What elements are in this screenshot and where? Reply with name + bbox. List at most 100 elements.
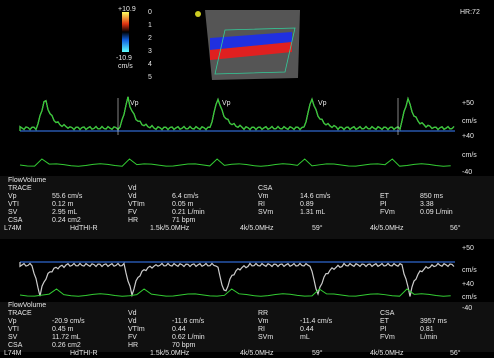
status-item: L74M	[4, 350, 22, 357]
depth-label: 0	[148, 9, 152, 16]
table-cell: 0.12 m	[52, 201, 74, 208]
colorbar-top: +10.9	[118, 6, 136, 13]
table-cell: 0.21 L/min	[172, 209, 205, 216]
scale-label: +40	[462, 281, 474, 288]
table-cell: HR	[128, 217, 138, 224]
table-cell: ET	[380, 318, 390, 325]
scale-label: cm/s	[462, 118, 477, 125]
table-cell: CSA	[8, 342, 23, 349]
depth-label: 2	[148, 35, 152, 42]
table-cell: -11.4 cm/s	[300, 318, 333, 325]
table-cell: mL	[300, 334, 310, 341]
table-cell: FVm	[380, 334, 395, 341]
table-title: FlowVolume	[8, 177, 46, 184]
table-cell: 3957 ms	[420, 318, 447, 325]
heart-rate: HR:72	[460, 9, 480, 16]
table-cell: Vd	[128, 310, 137, 317]
depth-label: 1	[148, 22, 152, 29]
status-item: 4k/5.0MHz	[240, 350, 274, 357]
status-item: 59°	[312, 349, 323, 357]
table-cell: SVm	[258, 209, 273, 216]
table-cell: 0.05 m	[172, 201, 194, 208]
status-item: L74M	[4, 225, 22, 232]
table-cell: 850 ms	[420, 193, 443, 200]
depth-label: 4	[148, 61, 152, 68]
table-cell: 0.26 cm2	[52, 342, 81, 349]
table-cell: RI	[258, 326, 265, 333]
table-cell: SV	[8, 209, 18, 216]
trace-marker: Vp	[130, 100, 139, 107]
table-cell: 6.4 cm/s	[172, 193, 199, 200]
table-cell: TRACE	[8, 310, 32, 317]
scale-label: +50	[462, 100, 474, 107]
table-cell: ET	[380, 193, 390, 200]
status-item: HdTHI-R	[70, 350, 98, 357]
status-item: 1.5k/5.0MHz	[150, 225, 190, 232]
table-cell: 0.89	[300, 201, 314, 208]
table-cell: 71 bpm	[172, 217, 196, 224]
table-cell: VTIm	[128, 326, 145, 333]
table-cell: Vd	[128, 185, 137, 192]
table-cell: FV	[128, 209, 137, 216]
scale-label: cm/s	[462, 267, 477, 274]
trace-marker: Vp	[318, 100, 327, 107]
table-cell: 11.72 mL	[52, 334, 81, 341]
table-cell: 0.24 cm2	[52, 217, 81, 224]
scale-label: cm/s	[462, 294, 477, 301]
table-cell: 0.45 m	[52, 326, 74, 333]
ultrasound-screen: +10.9 -10.9 cm/s HR:72 0 1 2 3 4 5 Vp Vp Vp +50 cm…	[0, 0, 494, 358]
scale-label: -40	[462, 169, 472, 176]
table-cell: Vd	[128, 193, 137, 200]
table-cell: -11.6 cm/s	[172, 318, 205, 325]
table-cell: SV	[8, 334, 18, 341]
depth-label: 5	[148, 74, 152, 81]
color-bar	[122, 12, 129, 52]
table-cell: TRACE	[8, 185, 32, 192]
status-item: 4k/5.0MHz	[240, 225, 274, 232]
depth-label: 3	[148, 48, 152, 55]
table-cell: SVm	[258, 334, 273, 341]
table-cell: RI	[258, 201, 265, 208]
colorbar-bottom: -10.9	[116, 55, 132, 62]
probe-marker	[195, 11, 201, 17]
table-cell: CSA	[8, 217, 23, 224]
table-cell: Vp	[8, 193, 17, 200]
table-cell: 2.95 mL	[52, 209, 77, 216]
table-cell: 3.38	[420, 201, 434, 208]
table-cell: Vd	[128, 318, 137, 325]
table-cell: Vp	[8, 318, 17, 325]
table-cell: FVm	[380, 209, 395, 216]
table-title: FlowVolume	[8, 302, 46, 309]
table-cell: 0.44	[172, 326, 186, 333]
scale-label: -40	[462, 305, 472, 312]
table-cell: CSA	[258, 185, 273, 192]
status-item: 56°	[450, 224, 461, 232]
table-cell: FV	[128, 334, 137, 341]
table-cell: 14.6 cm/s	[300, 193, 331, 200]
table-cell: CSA	[380, 310, 395, 317]
table-cell: Vm	[258, 318, 269, 325]
status-item: 4k/5.0MHz	[370, 350, 404, 357]
table-cell: L/min	[420, 334, 437, 341]
table-cell: 55.6 cm/s	[52, 193, 83, 200]
table-cell: RR	[258, 310, 268, 317]
table-cell: VTI	[8, 201, 19, 208]
table-cell: VTIm	[128, 201, 145, 208]
table-cell: Vm	[258, 193, 269, 200]
table-cell: 0.44	[300, 326, 314, 333]
table-cell: 0.62 L/min	[172, 334, 205, 341]
status-item: 59°	[312, 224, 323, 232]
table-cell: -20.9 cm/s	[52, 318, 85, 325]
table-cell: 70 bpm	[172, 342, 196, 349]
table-cell: PI	[380, 326, 387, 333]
status-item: 4k/5.0MHz	[370, 225, 404, 232]
table-cell: 1.31 mL	[300, 209, 325, 216]
status-item: 1.5k/5.0MHz	[150, 350, 190, 357]
table-cell: HR	[128, 342, 138, 349]
status-item: HdTHI-R	[70, 225, 98, 232]
trace-marker: Vp	[222, 100, 231, 107]
scale-label: cm/s	[462, 152, 477, 159]
status-item: 56°	[450, 349, 461, 357]
table-cell: 0.81	[420, 326, 434, 333]
scale-label: +40	[462, 133, 474, 140]
